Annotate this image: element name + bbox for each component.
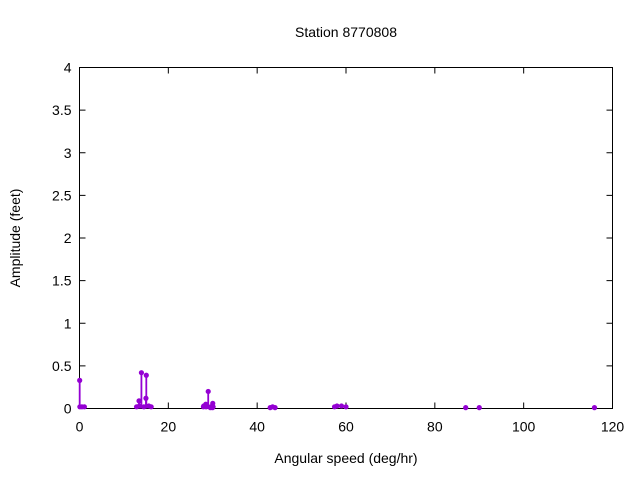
y-tick-label: 1.5 [52, 273, 72, 289]
data-point [591, 405, 598, 411]
data-point [136, 398, 142, 404]
y-tick-label: 0.5 [52, 358, 72, 374]
data-point [272, 405, 278, 411]
x-tick-label: 80 [427, 419, 443, 435]
x-axis-label: Angular speed (deg/hr) [274, 450, 417, 466]
data-point [148, 404, 154, 410]
data-series [77, 370, 598, 411]
y-tick-label: 2 [64, 230, 72, 246]
y-tick-label: 0 [64, 401, 72, 417]
data-point [205, 388, 211, 395]
data-point [143, 372, 149, 378]
data-point [138, 370, 145, 376]
data-point [210, 404, 216, 410]
data-point [463, 405, 469, 411]
y-tick-label: 1 [64, 315, 72, 331]
x-tick-label: 100 [512, 419, 536, 435]
y-tick-label: 4 [64, 60, 72, 76]
data-point [338, 403, 345, 409]
x-tick-label: 0 [76, 419, 84, 435]
x-tick-label: 120 [601, 419, 625, 435]
data-point [81, 404, 87, 410]
x-tick-label: 40 [249, 419, 265, 435]
data-point [476, 405, 482, 411]
data-point [343, 404, 349, 410]
data-point [77, 377, 83, 383]
x-tick-label: 60 [338, 419, 354, 435]
x-axis-ticks: 0 20 40 60 80 100 120 [76, 67, 625, 435]
y-tick-label: 2.5 [52, 187, 72, 203]
y-axis-ticks: 0 0.5 1 1.5 2 2.5 3 3.5 4 [52, 60, 613, 417]
y-axis-label: Amplitude (feet) [7, 189, 23, 288]
y-tick-label: 3.5 [52, 102, 72, 118]
plot-border [79, 67, 613, 409]
x-tick-label: 20 [161, 419, 177, 435]
data-point [334, 403, 340, 409]
y-tick-label: 3 [64, 145, 72, 161]
chart-title: Station 8770808 [295, 24, 397, 40]
